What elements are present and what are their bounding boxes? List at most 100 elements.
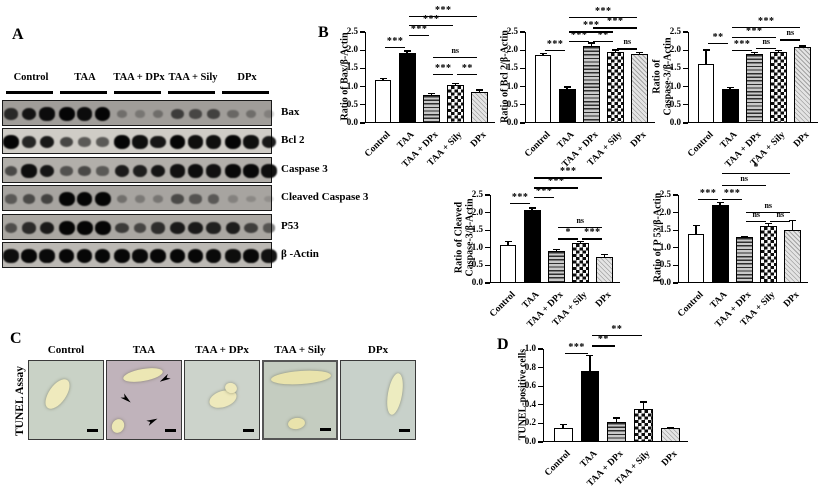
- significance-label: ***: [546, 39, 564, 51]
- significance-line: [534, 177, 603, 179]
- scale-bar: [320, 428, 331, 431]
- y-tick-label: 2.5: [669, 26, 681, 36]
- y-tick: [683, 104, 688, 106]
- blot-band: [60, 166, 73, 176]
- blot-strip-bax: [2, 100, 274, 126]
- y-tick-label: 0.5: [471, 259, 483, 270]
- y-tick-label: 1.0: [506, 80, 518, 91]
- bar-TAA + Sily: [634, 409, 654, 442]
- bar-Control: [534, 54, 552, 123]
- blot-band: [4, 165, 18, 177]
- y-tick: [360, 31, 365, 33]
- micrograph-taa-+-sily: [262, 360, 338, 440]
- y-tick: [520, 31, 525, 33]
- error-bar: [589, 355, 591, 372]
- significance-line: [433, 73, 454, 76]
- error-bar: [531, 208, 533, 210]
- blot-band: [76, 107, 93, 121]
- significance-label: ns: [623, 37, 632, 47]
- error-bar-cap: [750, 51, 758, 54]
- blot-band: [76, 249, 93, 263]
- blot-band: [39, 107, 55, 121]
- y-tick-label: 0.5: [669, 98, 681, 109]
- y-tick: [673, 212, 678, 214]
- blot-band: [150, 164, 166, 178]
- error-bar-cap: [403, 50, 411, 52]
- blot-band: [132, 249, 148, 263]
- significance-line: [732, 26, 801, 29]
- error-bar: [616, 417, 618, 423]
- micrograph-header: DPx: [367, 344, 389, 356]
- x-category-label: DPx: [660, 449, 680, 469]
- blot-band: [3, 108, 18, 120]
- blot-band: [187, 249, 204, 263]
- significance-line: [732, 50, 753, 52]
- y-tick-label: 0.5: [506, 98, 518, 109]
- bar-TAA: [398, 52, 416, 123]
- blot-band: [94, 249, 111, 263]
- error-bar-cap: [539, 52, 547, 55]
- y-tick: [538, 385, 543, 387]
- blot-band: [21, 249, 37, 263]
- y-tick: [673, 247, 678, 249]
- error-bar: [382, 78, 384, 81]
- significance-label: ***: [757, 15, 775, 27]
- blot-band: [170, 108, 185, 120]
- y-tick: [485, 247, 490, 249]
- bar-TAA + DPx: [745, 53, 763, 123]
- bar-TAA: [711, 204, 729, 283]
- blot-band: [96, 136, 109, 148]
- blot-band: [94, 192, 111, 206]
- scale-bar: [87, 429, 98, 432]
- bar-TAA + DPx: [422, 94, 440, 123]
- blot-band: [188, 221, 203, 235]
- significance-label: ns: [576, 215, 585, 225]
- significance-label: **: [597, 30, 609, 42]
- significance-label: ***: [582, 20, 600, 32]
- blot-band: [76, 192, 93, 206]
- micrograph-header: Control: [47, 344, 85, 356]
- error-bar: [590, 42, 592, 46]
- significance-line: [746, 221, 767, 223]
- blot-band: [261, 164, 277, 178]
- y-tick-label: 0.8: [524, 361, 536, 372]
- significance-line: [780, 39, 801, 41]
- significance-label: ***: [511, 192, 529, 204]
- y-tick: [360, 122, 365, 124]
- blot-band: [189, 108, 202, 120]
- error-bar: [562, 424, 564, 429]
- blot-band: [227, 195, 239, 203]
- significance-line: [433, 57, 478, 59]
- y-tick: [485, 264, 490, 267]
- bar-DPx: [793, 47, 811, 123]
- y-tick-label: 1.5: [659, 224, 671, 235]
- y-tick-label: 1.0: [669, 80, 681, 91]
- significance-label: **: [611, 324, 623, 336]
- y-tick-label: 0.4: [524, 398, 536, 409]
- y-tick-label: 0.0: [346, 117, 358, 127]
- blot-strip-p53: [2, 214, 276, 240]
- bar-TAA: [580, 371, 600, 442]
- blot-band: [78, 136, 91, 148]
- error-bar-cap: [611, 49, 619, 51]
- error-bar-cap: [552, 248, 560, 251]
- error-bar-cap: [613, 417, 621, 419]
- significance-line: [582, 238, 603, 240]
- blot-label: β -Actin: [281, 248, 319, 260]
- blot-band: [264, 195, 274, 203]
- blot-band: [244, 222, 258, 234]
- bar-TAA: [721, 89, 739, 123]
- y-tick: [538, 422, 543, 425]
- blot-band: [58, 192, 75, 206]
- significance-label: ***: [723, 187, 741, 199]
- y-tick-label: 0.5: [659, 259, 671, 270]
- y-tick: [360, 104, 365, 106]
- blot-band: [134, 110, 146, 118]
- y-tick-label: 2.0: [669, 44, 681, 55]
- significance-line: [593, 27, 638, 29]
- blot-group-underline: [114, 91, 161, 94]
- blot-band: [114, 249, 130, 263]
- significance-line: [569, 41, 590, 43]
- blot-group-underline: [168, 91, 215, 94]
